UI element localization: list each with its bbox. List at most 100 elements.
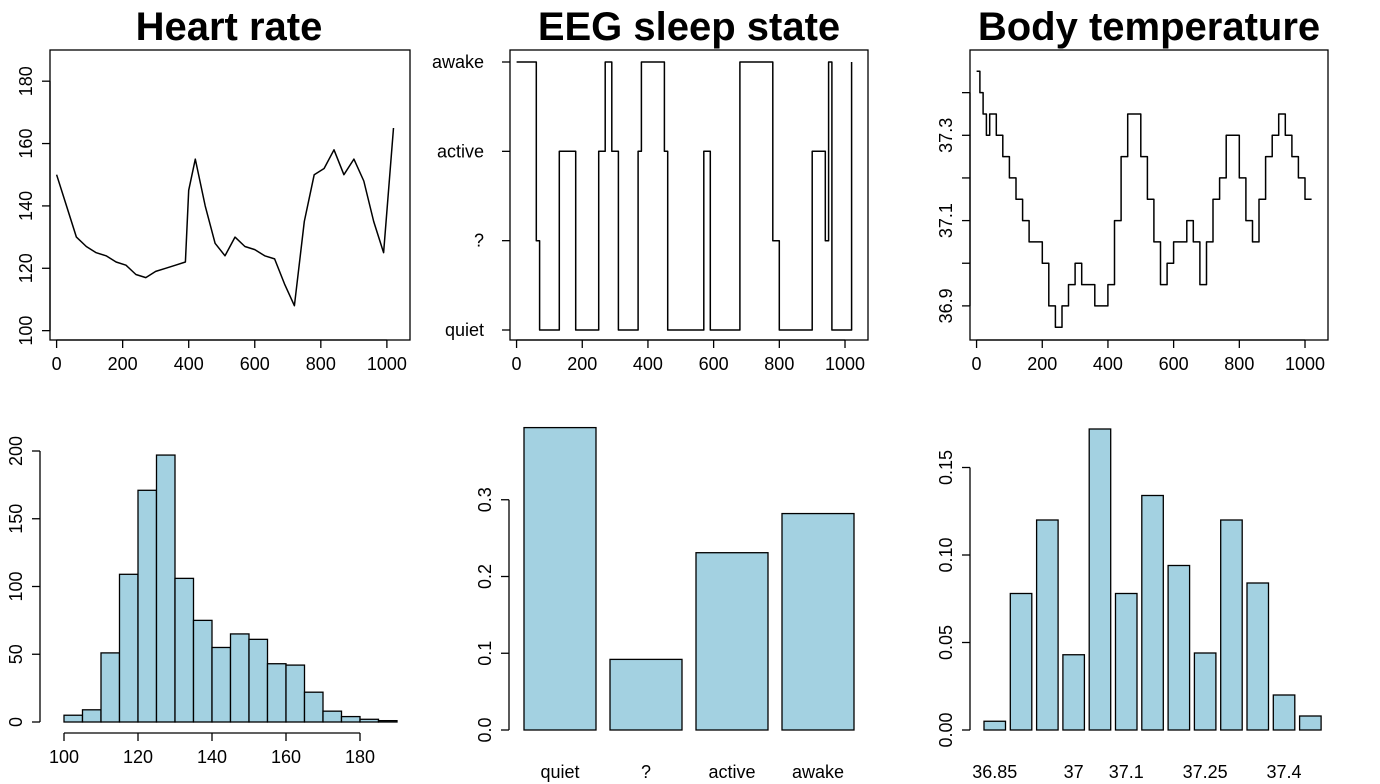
y-tick-label: 100 xyxy=(6,571,26,601)
x-tick-label: 100 xyxy=(49,747,79,767)
x-tick-label: 800 xyxy=(1224,354,1254,374)
y-tick-label: 0.0 xyxy=(475,717,495,742)
heart-rate-histogram-panel: 100 120 140 160 180 0 50 100 150 200 xyxy=(6,436,398,767)
y-tick-label: 0.3 xyxy=(475,487,495,512)
y-tick-label: 37.1 xyxy=(936,203,956,238)
sleep-state-bar-panel: quiet? active awake 0.0 0.1 0.2 0.3 xyxy=(475,426,855,782)
x-tick-label: 37 xyxy=(1064,762,1084,782)
y-tick-label: 180 xyxy=(16,66,36,96)
histogram-bar xyxy=(322,710,343,723)
histogram-bar xyxy=(137,489,158,723)
category-bar xyxy=(1193,652,1217,731)
y-tick-label: 0.05 xyxy=(936,625,956,660)
category-bar xyxy=(1114,592,1138,731)
y-tick-label: 36.9 xyxy=(936,288,956,323)
x-tick-label: 37.25 xyxy=(1183,762,1228,782)
category-bar xyxy=(695,552,769,731)
category-bar xyxy=(1035,519,1059,731)
x-tick-label: 400 xyxy=(174,354,204,374)
y-tick-label: 0.00 xyxy=(936,712,956,747)
y-tick-label: 200 xyxy=(6,436,26,466)
histogram-bar xyxy=(211,646,232,723)
category-bar xyxy=(983,720,1007,731)
category-bar xyxy=(1141,494,1164,731)
y-tick-label: 50 xyxy=(6,644,26,664)
x-tick-label: 400 xyxy=(633,354,663,374)
histogram-bar xyxy=(100,652,121,723)
x-tick-label: awake xyxy=(792,762,844,782)
histogram-bar xyxy=(174,577,195,723)
histogram-bar xyxy=(155,454,176,723)
x-tick-label: 120 xyxy=(123,747,153,767)
temperature-bar-panel: 36.85 37 37.1 37.25 37.4 0.00 0.05 0.10 0.15 xyxy=(936,428,1322,782)
temperature-series-line xyxy=(976,70,1312,328)
plot-frame xyxy=(509,49,869,341)
histogram-bar xyxy=(248,638,269,723)
category-bar xyxy=(1009,592,1033,731)
heart-rate-series-line xyxy=(55,127,395,307)
x-tick-label: 140 xyxy=(197,747,227,767)
y-tick-label: ? xyxy=(474,231,484,251)
x-tick-label: 180 xyxy=(345,747,375,767)
y-tick-label: 0 xyxy=(6,717,26,727)
x-tick-label: 0 xyxy=(512,354,522,374)
x-tick-label: ? xyxy=(641,762,651,782)
category-bar xyxy=(1062,654,1086,731)
y-tick-label: quiet xyxy=(445,320,484,340)
histogram-bar xyxy=(285,664,306,723)
x-tick-label: 600 xyxy=(1159,354,1189,374)
histogram-bar xyxy=(377,719,398,723)
category-bar xyxy=(609,658,683,731)
category-bar xyxy=(1272,694,1296,731)
category-bar xyxy=(523,426,597,731)
sleep-state-series-line xyxy=(516,61,853,331)
x-tick-label: 1000 xyxy=(367,354,407,374)
histogram-bar xyxy=(63,714,84,723)
histogram-bar xyxy=(303,691,324,723)
histogram-bar xyxy=(81,709,102,723)
x-tick-label: 800 xyxy=(764,354,794,374)
x-tick-label: 1000 xyxy=(1285,354,1325,374)
x-tick-label: quiet xyxy=(540,762,579,782)
histogram-bar xyxy=(266,663,287,723)
x-tick-label: 0 xyxy=(52,354,62,374)
plot-frame xyxy=(969,49,1329,341)
x-tick-label: 200 xyxy=(567,354,597,374)
y-tick-label: 37.3 xyxy=(936,118,956,153)
x-tick-label: 1000 xyxy=(825,354,865,374)
x-tick-label: 37.1 xyxy=(1109,762,1144,782)
x-tick-label: 160 xyxy=(271,747,301,767)
eeg-sleep-state-line-panel: EEG sleep state 0 200 400 600 800 1000 quiet? a… xyxy=(432,5,869,374)
y-tick-label: 120 xyxy=(16,253,36,283)
y-tick-label: 160 xyxy=(16,129,36,159)
x-tick-label: 200 xyxy=(108,354,138,374)
x-tick-label: 800 xyxy=(306,354,336,374)
body-temperature-line-panel: Body temperature 0 200 400 600 800 1000 36.9 37… xyxy=(936,5,1329,374)
y-tick-label: 150 xyxy=(6,504,26,534)
x-tick-label: 36.85 xyxy=(972,762,1017,782)
y-tick-label: 100 xyxy=(16,316,36,346)
histogram-bar xyxy=(229,633,250,723)
y-tick-label: 0.1 xyxy=(475,641,495,666)
heart-rate-line-panel: Heart rate 0 200 400 600 800 1000 100 120 140 160… xyxy=(16,5,411,374)
chart-title: EEG sleep state xyxy=(538,5,840,49)
y-tick-label: 0.15 xyxy=(936,450,956,485)
histogram-bar xyxy=(118,573,139,723)
y-tick-label: active xyxy=(437,141,484,161)
y-tick-label: 0.10 xyxy=(936,537,956,572)
x-tick-label: 600 xyxy=(240,354,270,374)
x-tick-label: 600 xyxy=(699,354,729,374)
chart-title: Body temperature xyxy=(978,5,1320,49)
category-bar xyxy=(1246,582,1270,731)
y-tick-label: 0.2 xyxy=(475,564,495,589)
category-bar xyxy=(1167,564,1191,731)
y-tick-label: 140 xyxy=(16,191,36,221)
x-tick-label: 0 xyxy=(972,354,982,374)
category-bar xyxy=(1220,519,1243,731)
x-tick-label: 37.4 xyxy=(1267,762,1302,782)
plot-frame xyxy=(49,49,411,341)
x-tick-label: active xyxy=(708,762,755,782)
category-bar xyxy=(781,512,855,731)
histogram-bar xyxy=(359,718,380,723)
